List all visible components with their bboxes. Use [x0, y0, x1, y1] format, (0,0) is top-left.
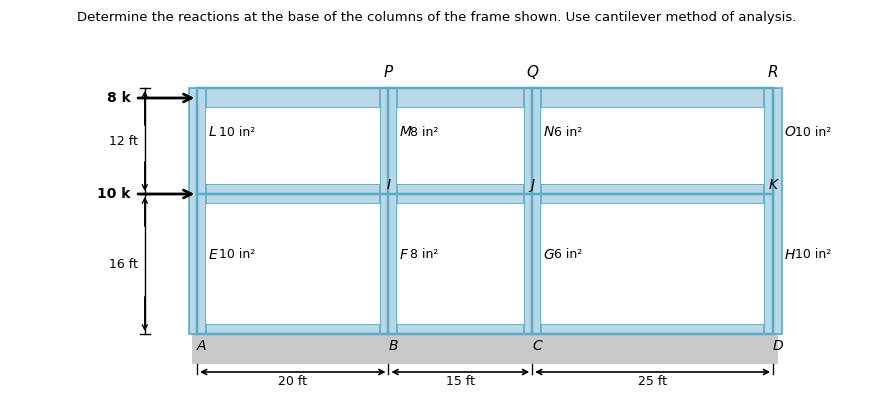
Text: 6 in²: 6 in²: [554, 126, 582, 139]
Bar: [205, 204, 380, 324]
Bar: [189, 88, 205, 334]
Text: M: M: [400, 125, 412, 139]
Text: 10 k: 10 k: [97, 187, 130, 201]
Bar: [765, 88, 781, 334]
Bar: [198, 324, 773, 334]
Text: F: F: [400, 248, 408, 262]
Bar: [397, 108, 524, 184]
Bar: [192, 334, 778, 364]
Text: 10 in²: 10 in²: [219, 249, 255, 261]
Text: B: B: [388, 339, 398, 353]
Bar: [397, 204, 524, 324]
Text: Q: Q: [526, 65, 538, 80]
Text: D: D: [773, 339, 784, 353]
Text: 20 ft: 20 ft: [278, 375, 308, 388]
Text: Determine the reactions at the base of the columns of the frame shown. Use canti: Determine the reactions at the base of t…: [77, 11, 797, 24]
Bar: [205, 108, 380, 184]
Text: A: A: [198, 339, 206, 353]
Text: 25 ft: 25 ft: [638, 375, 667, 388]
Text: 8 in²: 8 in²: [411, 126, 439, 139]
Text: 6 in²: 6 in²: [554, 249, 582, 261]
Bar: [198, 88, 773, 334]
Text: O: O: [785, 125, 795, 139]
Text: H: H: [785, 248, 794, 262]
Text: 10 in²: 10 in²: [795, 126, 831, 139]
Text: 10 in²: 10 in²: [795, 249, 831, 261]
Text: 16 ft: 16 ft: [109, 257, 138, 270]
Text: 8 k: 8 k: [107, 91, 130, 105]
Text: 15 ft: 15 ft: [446, 375, 475, 388]
Bar: [541, 204, 765, 324]
Bar: [198, 184, 773, 204]
Bar: [524, 88, 541, 334]
Text: G: G: [544, 248, 554, 262]
Text: J: J: [531, 178, 534, 192]
Bar: [380, 88, 397, 334]
Text: E: E: [209, 248, 218, 262]
Bar: [541, 108, 765, 184]
Text: 8 in²: 8 in²: [411, 249, 439, 261]
Bar: [198, 88, 773, 108]
Text: K: K: [768, 178, 778, 192]
Text: 12 ft: 12 ft: [109, 135, 138, 147]
Text: 10 in²: 10 in²: [219, 126, 255, 139]
Text: L: L: [209, 125, 216, 139]
Text: C: C: [532, 339, 542, 353]
Text: P: P: [384, 65, 393, 80]
Text: I: I: [386, 178, 391, 192]
Text: N: N: [544, 125, 554, 139]
Text: R: R: [767, 65, 779, 80]
